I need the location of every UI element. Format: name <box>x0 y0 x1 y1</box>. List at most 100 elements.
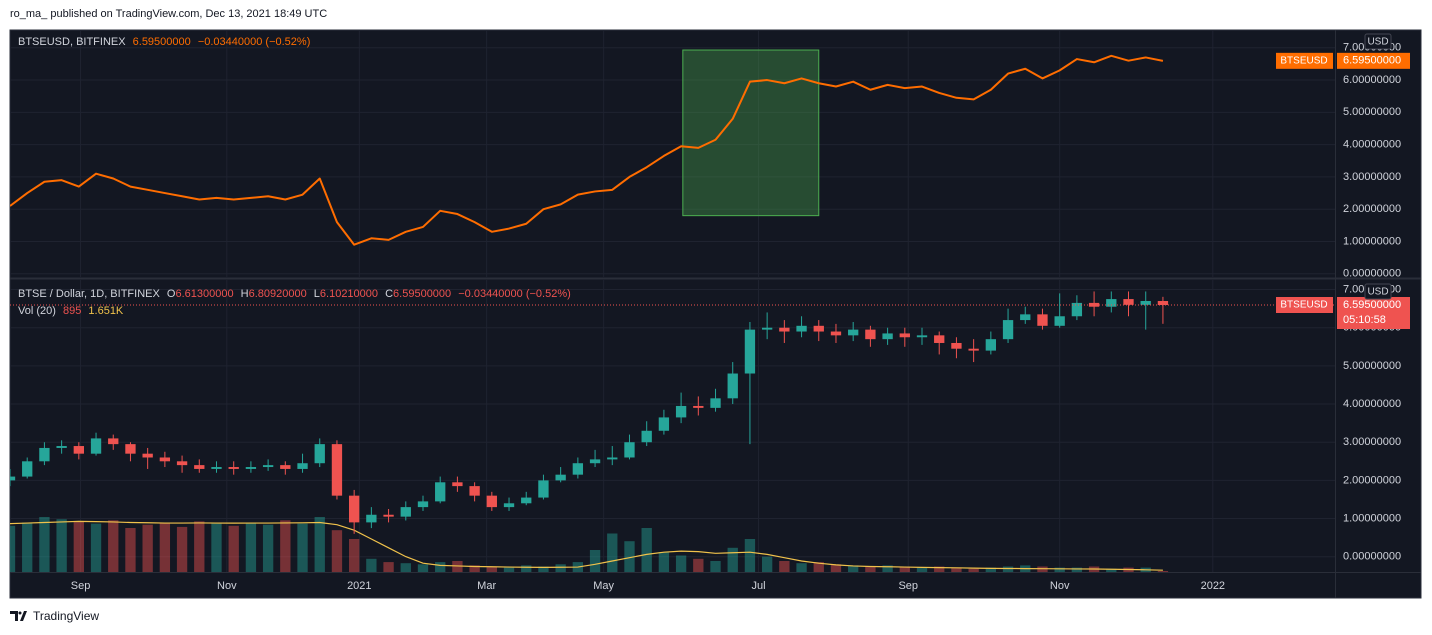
price-tag-bg <box>1337 52 1410 69</box>
pane <box>10 280 1335 572</box>
volume-bar <box>710 561 721 572</box>
candle-body <box>658 417 670 431</box>
candle-body <box>1140 300 1151 305</box>
pane <box>10 30 1335 277</box>
volume-bar <box>555 564 566 572</box>
y-tick-label: 4.00000000 <box>1343 139 1401 151</box>
volume-bar <box>675 555 687 572</box>
volume-bar <box>503 567 515 572</box>
candle-body <box>1037 314 1048 326</box>
ohlc-value: 6.10210000 <box>320 288 378 300</box>
volume-bar <box>899 566 910 572</box>
volume-bar <box>693 558 704 572</box>
volume-bar <box>658 552 670 572</box>
currency-box <box>1364 283 1392 300</box>
y-tick-label: 0.00000000 <box>1343 551 1401 563</box>
volume-bar <box>280 520 291 572</box>
volume-bar <box>1071 567 1083 572</box>
x-tick-label: Nov <box>217 580 237 592</box>
volume-bar <box>744 539 756 572</box>
highlight-box <box>682 49 820 217</box>
candle-body <box>1106 299 1117 307</box>
y-tick-label: 6.00000000 <box>1343 74 1401 86</box>
volume-bar <box>22 522 33 572</box>
candle-body <box>125 444 136 454</box>
volume-bar <box>951 567 962 572</box>
candle-body <box>10 476 16 481</box>
candle-body <box>607 457 618 460</box>
volume-bar <box>297 523 308 572</box>
candle-body <box>796 325 807 332</box>
x-tick-label: Nov <box>1050 580 1070 592</box>
x-tick-label: Sep <box>898 580 918 592</box>
volume-bar <box>865 566 876 572</box>
candle-body <box>22 461 33 477</box>
candle-body <box>951 342 962 349</box>
candle-body <box>159 457 171 462</box>
volume-bar <box>538 566 549 572</box>
candle-body <box>39 447 50 462</box>
volume-bar <box>400 563 411 572</box>
candle-body <box>194 465 205 469</box>
candle-body <box>435 482 446 502</box>
volume-bar <box>245 522 257 572</box>
volume-bar <box>262 524 274 572</box>
candle-body <box>366 514 377 523</box>
candle-body <box>521 497 532 504</box>
candle-body <box>1088 302 1100 307</box>
bar-countdown: 05:10:58 <box>1343 314 1386 326</box>
volume-bar <box>469 565 480 572</box>
candle-body <box>813 325 824 332</box>
ohlc-value: 6.59500000 <box>393 288 451 300</box>
candle-body <box>331 444 343 496</box>
price-tag-name: BTSEUSD <box>1280 300 1327 311</box>
candle-body <box>142 453 153 458</box>
volume-bar <box>435 562 446 572</box>
price-tag-value: 6.59500000 <box>1343 55 1401 67</box>
chart-layer: 0.00000000 1.00000000 2.00000000 3.00000000… <box>10 30 1410 592</box>
footer-brand: TradingView <box>33 609 99 623</box>
volume-bar <box>486 566 497 572</box>
y-tick-label: 3.00000000 <box>1343 171 1401 183</box>
volume-name: Vol (20) <box>18 305 56 317</box>
candle-body <box>1002 320 1014 340</box>
candle-body <box>56 446 67 448</box>
y-tick-label: 3.00000000 <box>1343 436 1401 448</box>
candle-body <box>1020 314 1031 321</box>
volume-bar <box>1054 567 1065 572</box>
candle-body <box>108 438 119 445</box>
candle-body <box>727 373 738 399</box>
candle-body <box>934 335 945 343</box>
currency-box <box>1364 33 1392 50</box>
legend-last: 6.59500000 <box>133 36 191 48</box>
y-tick-label: 5.00000000 <box>1343 106 1401 118</box>
byline: ro_ma_ published on TradingView.com, Dec… <box>10 8 327 20</box>
price-tag-name: BTSEUSD <box>1280 55 1327 66</box>
ohlc-key: C <box>385 288 393 300</box>
x-tick-label: 2022 <box>1201 580 1225 592</box>
candle-body <box>452 482 463 487</box>
currency-label: USD <box>1367 37 1388 48</box>
candle-body <box>985 339 997 351</box>
candle-body <box>1157 300 1169 306</box>
candle-body <box>486 495 497 508</box>
volume-bar <box>624 541 635 572</box>
candle-body <box>90 438 102 454</box>
volume-bar <box>159 522 171 572</box>
volume-bar <box>641 528 652 572</box>
volume-bar <box>211 523 222 572</box>
volume-bar <box>142 524 153 572</box>
legend-symbol: BTSEUSD, BITFINEX <box>18 36 126 48</box>
volume-bar <box>761 556 773 572</box>
candle-body <box>348 495 360 523</box>
ohlc-key: L <box>314 288 320 300</box>
candle-body <box>641 430 652 443</box>
candle-body <box>675 405 687 418</box>
x-tick-label: Mar <box>477 580 496 592</box>
volume-bar <box>796 563 807 572</box>
volume-bar <box>348 539 360 572</box>
volume-bar <box>108 520 119 572</box>
candle-body <box>761 327 773 330</box>
candle-body <box>262 465 274 468</box>
legend-change: −0.03440000 (−0.52%) <box>458 288 571 300</box>
